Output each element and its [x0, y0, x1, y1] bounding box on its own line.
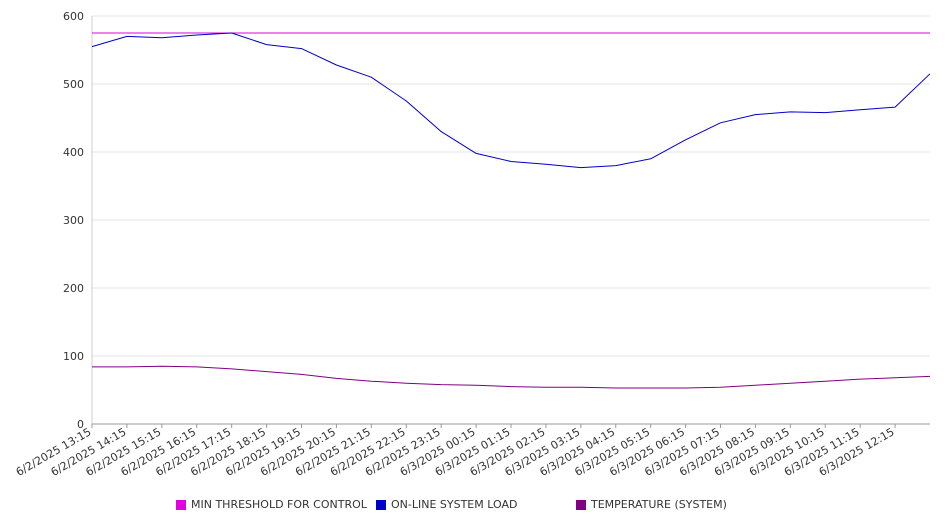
- y-tick-label: 300: [63, 214, 84, 227]
- y-tick-label: 600: [63, 10, 84, 23]
- legend-swatch-temperature: [576, 499, 586, 510]
- grid-lines: [92, 15, 930, 357]
- y-tick-label: 100: [63, 350, 84, 363]
- legend-item-threshold[interactable]: MIN THRESHOLD FOR CONTROL: [176, 498, 367, 511]
- series-lines: [91, 32, 931, 389]
- y-tick-labels: 0 100 200 300 400 500 600: [63, 10, 84, 431]
- y-tick-label: 400: [63, 146, 84, 159]
- series-line-1: [91, 32, 931, 169]
- legend-swatch-system-load: [376, 499, 386, 510]
- legend-label-temperature: TEMPERATURE (SYSTEM): [591, 498, 727, 511]
- y-tick-label: 0: [77, 418, 84, 431]
- x-tick-labels: 6/2/2025 13:156/2/2025 14:156/2/2025 15:…: [14, 424, 897, 479]
- legend-label-system-load: ON-LINE SYSTEM LOAD: [391, 498, 518, 511]
- legend: MIN THRESHOLD FOR CONTROL ON-LINE SYSTEM…: [0, 498, 946, 514]
- series-line-2: [92, 365, 931, 389]
- y-tick-label: 500: [63, 78, 84, 91]
- y-tick-label: 200: [63, 282, 84, 295]
- legend-item-system-load[interactable]: ON-LINE SYSTEM LOAD: [376, 498, 517, 511]
- legend-item-temperature[interactable]: TEMPERATURE (SYSTEM): [576, 498, 727, 511]
- legend-label-threshold: MIN THRESHOLD FOR CONTROL: [191, 498, 367, 511]
- legend-swatch-threshold: [176, 499, 186, 510]
